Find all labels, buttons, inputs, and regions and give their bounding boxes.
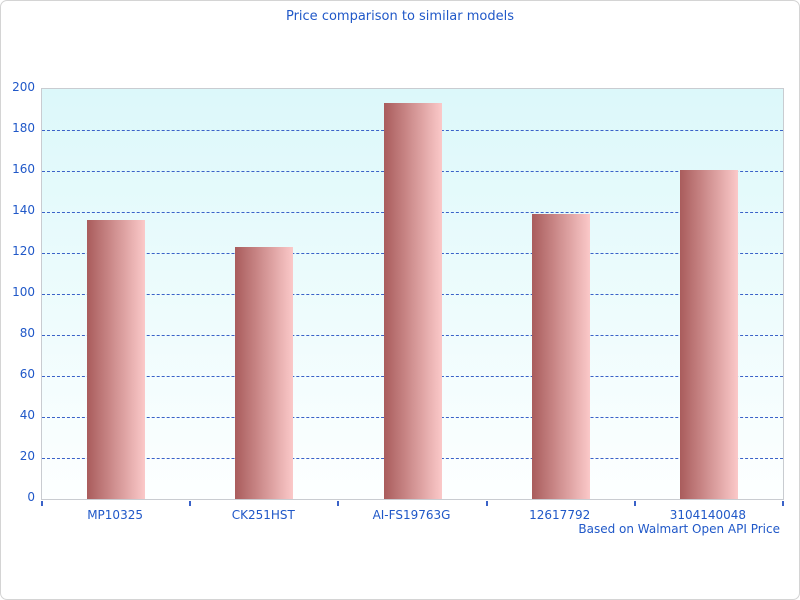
- x-axis-tick: [337, 501, 340, 506]
- bar-12617792: [531, 214, 590, 499]
- y-tick-label: 200: [12, 80, 35, 94]
- x-tick-label: 3104140048: [669, 508, 747, 522]
- plot-area: [41, 88, 784, 506]
- y-tick-label: 60: [19, 367, 35, 381]
- x-tick-label: CK251HST: [231, 508, 295, 522]
- chart-title: Price comparison to similar models: [285, 9, 515, 24]
- chart-footnote: Based on Walmart Open API Price: [578, 522, 780, 536]
- x-axis-tick: [782, 501, 784, 506]
- bar-CK251HST: [235, 246, 294, 499]
- y-tick-label: 180: [12, 121, 35, 135]
- y-tick-label: 160: [12, 162, 35, 176]
- x-axis-tick: [485, 501, 488, 506]
- y-tick-label: 120: [12, 244, 35, 258]
- y-tick-label: 0: [27, 490, 35, 504]
- x-axis-tick: [41, 501, 43, 506]
- y-tick-label: 40: [19, 408, 35, 422]
- bar-MP10325: [87, 220, 146, 499]
- bar-AI-FS19763G: [383, 103, 442, 499]
- x-tick-label: AI-FS19763G: [372, 508, 451, 522]
- x-tick-label: MP10325: [87, 508, 143, 522]
- y-tick-label: 140: [12, 203, 35, 217]
- x-axis-tick: [633, 501, 636, 506]
- x-axis-tick: [189, 501, 192, 506]
- bar-3104140048: [679, 169, 738, 499]
- y-tick-label: 100: [12, 285, 35, 299]
- y-tick-label: 20: [19, 449, 35, 463]
- y-tick-label: 80: [19, 326, 35, 340]
- x-tick-label: 12617792: [529, 508, 591, 522]
